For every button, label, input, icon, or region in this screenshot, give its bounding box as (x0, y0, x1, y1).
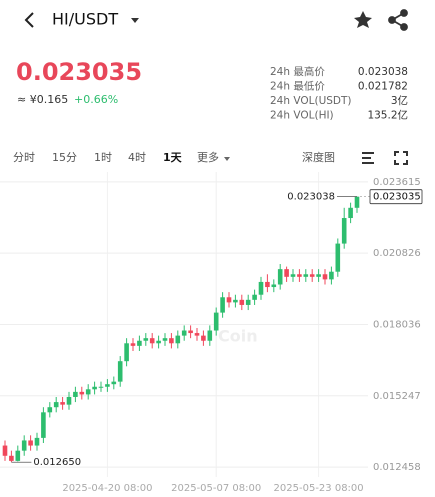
candle-body (303, 274, 309, 277)
candle-body (105, 384, 110, 387)
candle-body (15, 450, 21, 461)
candle-body (258, 281, 264, 295)
stat-label: 24h 最低价 (270, 80, 325, 93)
candle-body (277, 269, 283, 285)
stat-label: 24h 最高价 (270, 65, 325, 78)
candle-body (329, 271, 334, 280)
candle-body (290, 274, 296, 277)
candle-body (92, 386, 97, 390)
stat-label: 24h VOL(USDT) (270, 95, 352, 107)
interval-tab[interactable]: 1天 (163, 151, 183, 164)
fullscreen-icon[interactable] (394, 151, 408, 165)
candle-body (252, 294, 257, 300)
candle-body (130, 343, 136, 346)
candle-body (181, 330, 187, 336)
stat-value: 135.2亿 (367, 109, 408, 122)
max-label: 0.023038 (287, 192, 335, 203)
y-tick-label: 0.023615 (373, 177, 421, 188)
candle-body (21, 440, 27, 451)
candle-body (239, 299, 245, 305)
candle-body (322, 274, 328, 280)
candle-body (137, 340, 142, 346)
candle-body (79, 391, 85, 395)
candle-body (156, 340, 161, 344)
candle-body (124, 343, 129, 362)
candle-body (188, 330, 193, 334)
candle-body (284, 269, 289, 277)
more-caret[interactable] (224, 157, 230, 161)
candle-body (98, 386, 104, 388)
candle-body (117, 361, 123, 382)
candle-body (233, 299, 238, 303)
share-icon[interactable] (388, 9, 408, 31)
last-price-tag-label: 0.023035 (373, 192, 421, 203)
pair-caret[interactable] (131, 18, 139, 23)
candle-body (169, 338, 174, 344)
candle-body (354, 196, 360, 208)
depth-tab[interactable]: 深度图 (302, 150, 335, 164)
y-tick-label: 0.012458 (373, 462, 421, 473)
interval-tab[interactable]: 更多 (197, 150, 219, 164)
candle-body (348, 207, 353, 219)
price-change: +0.66% (74, 93, 118, 106)
stat-value: 0.021782 (358, 81, 408, 93)
candle-body (297, 274, 302, 277)
y-tick-label: 0.018036 (373, 319, 421, 330)
interval-tabs: 分时 15分 1时 4时 1天 更多 (13, 150, 219, 164)
candle-body (41, 412, 46, 438)
back-button[interactable] (24, 12, 34, 28)
last-price-tag (369, 189, 423, 205)
interval-tab[interactable]: 4时 (128, 151, 146, 164)
x-tick-label: 2025-05-07 08:00 (171, 483, 261, 494)
approx-price: ≈ ¥0.165 (17, 93, 68, 106)
stat-label: 24h VOL(HI) (270, 110, 334, 122)
x-tick-label: 2025-04-20 08:00 (62, 483, 152, 494)
candle-body (9, 455, 14, 461)
candle-body (60, 402, 65, 405)
stat-value: 3亿 (391, 94, 408, 107)
y-tick-label: 0.020826 (373, 248, 421, 259)
candle-body (245, 299, 251, 305)
candle-body (220, 297, 225, 313)
candle-body (309, 274, 315, 277)
candle-body (2, 445, 8, 456)
pair-title[interactable]: HI/USDT (52, 10, 118, 29)
candle-body (111, 381, 117, 385)
indicator-icon[interactable] (362, 152, 374, 164)
candle-body (207, 330, 213, 341)
candle-body (85, 389, 91, 395)
candle-body (213, 312, 219, 331)
candle-body (335, 243, 341, 272)
candle-body (66, 396, 72, 405)
interval-tab[interactable]: 15分 (52, 151, 77, 164)
stat-value: 0.023038 (358, 66, 408, 78)
candle-body (28, 440, 33, 446)
favorite-star[interactable] (354, 11, 372, 28)
candle-body (143, 338, 149, 341)
candle-body (149, 338, 155, 344)
x-tick-label: 2025-05-23 08:00 (274, 483, 364, 494)
candle-body (73, 391, 78, 397)
min-label: 0.012650 (33, 457, 81, 468)
candle-body (341, 218, 347, 244)
candle-body (53, 402, 59, 408)
last-price: 0.023035 (16, 58, 142, 86)
interval-tab[interactable]: 分时 (13, 151, 35, 164)
interval-tab[interactable]: 1时 (94, 151, 112, 164)
y-tick-label: 0.015247 (373, 391, 421, 402)
candle-body (175, 335, 181, 344)
stats: 24h 最高价 0.023038 24h 最低价 0.021782 24h VOL(US… (270, 65, 408, 122)
candle-body (265, 281, 270, 288)
candlestick-chart: 2025-04-20 08:00 2025-05-07 08:00 2025-05-… (0, 172, 423, 494)
candle-body (226, 297, 232, 303)
candle-body (34, 437, 40, 446)
candle-body (271, 284, 277, 288)
candle-body (201, 335, 206, 341)
watermark: Coin (218, 327, 258, 346)
candle-body (194, 333, 200, 336)
candle-body (162, 338, 168, 341)
candle-body (47, 407, 53, 413)
candle-body (316, 274, 321, 277)
